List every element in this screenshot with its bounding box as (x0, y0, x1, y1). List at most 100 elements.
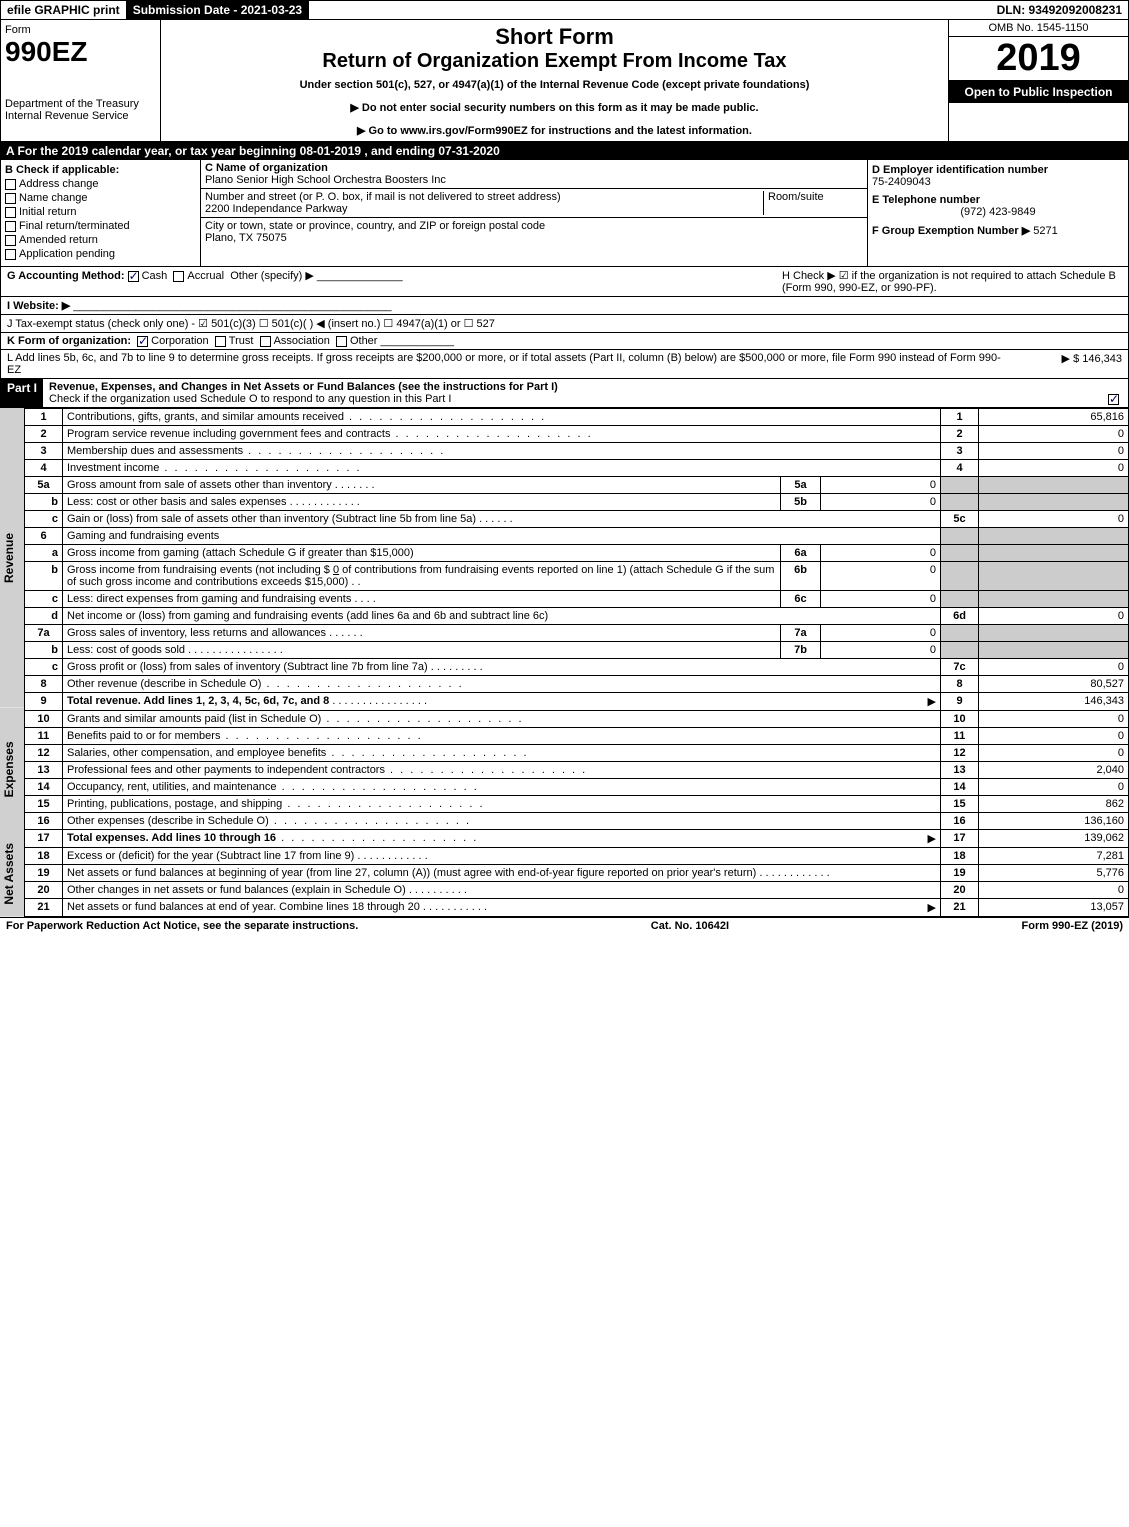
header-right: OMB No. 1545-1150 2019 Open to Public In… (948, 20, 1128, 141)
notice-ssn: ▶ Do not enter social security numbers o… (165, 101, 944, 114)
line-8: 8Other revenue (describe in Schedule O)8… (25, 676, 1129, 693)
section-b: B Check if applicable: Address change Na… (1, 160, 201, 266)
footer: For Paperwork Reduction Act Notice, see … (0, 917, 1129, 934)
line-9: 9Total revenue. Add lines 1, 2, 3, 4, 5c… (25, 693, 1129, 711)
lines-table: 1Contributions, gifts, grants, and simil… (24, 408, 1129, 917)
c-city: City or town, state or province, country… (201, 218, 867, 246)
omb-number: OMB No. 1545-1150 (949, 20, 1128, 37)
section-j: J Tax-exempt status (check only one) - ☑… (0, 315, 1129, 333)
form-word: Form (5, 24, 156, 36)
g-other: Other (specify) ▶ (230, 270, 314, 282)
line-11: 11Benefits paid to or for members110 (25, 728, 1129, 745)
line-6d: dNet income or (loss) from gaming and fu… (25, 608, 1129, 625)
l-amount: ▶ $ 146,343 (1002, 352, 1122, 376)
efile-label[interactable]: efile GRAPHIC print (1, 1, 127, 19)
line-18: 18Excess or (deficit) for the year (Subt… (25, 848, 1129, 865)
b-title: B Check if applicable: (5, 164, 196, 176)
chk-schedule-o[interactable] (1108, 394, 1119, 405)
line-6: 6Gaming and fundraising events (25, 528, 1129, 545)
line-7a: 7aGross sales of inventory, less returns… (25, 625, 1129, 642)
line-4: 4Investment income40 (25, 460, 1129, 477)
line-12: 12Salaries, other compensation, and empl… (25, 745, 1129, 762)
line-2: 2Program service revenue including gover… (25, 426, 1129, 443)
line-20: 20Other changes in net assets or fund ba… (25, 882, 1129, 899)
line-5b: bLess: cost or other basis and sales exp… (25, 494, 1129, 511)
chk-final-return[interactable]: Final return/terminated (5, 220, 196, 232)
org-name: Plano Senior High School Orchestra Boost… (205, 174, 863, 186)
period-row: A For the 2019 calendar year, or tax yea… (0, 142, 1129, 160)
section-h: H Check ▶ ☑ if the organization is not r… (782, 269, 1122, 294)
group-label: F Group Exemption Number ▶ (872, 225, 1030, 237)
chk-cash[interactable] (128, 271, 139, 282)
line-16: 16Other expenses (describe in Schedule O… (25, 813, 1129, 830)
section-k: K Form of organization: Corporation Trus… (0, 333, 1129, 350)
line-1: 1Contributions, gifts, grants, and simil… (25, 409, 1129, 426)
part1-header: Part I Revenue, Expenses, and Changes in… (0, 379, 1129, 408)
ein-value: 75-2409043 (872, 176, 1124, 188)
form-ref: Form 990-EZ (2019) (1022, 920, 1123, 932)
line-5c: cGain or (loss) from sale of assets othe… (25, 511, 1129, 528)
line-5a: 5aGross amount from sale of assets other… (25, 477, 1129, 494)
ein-label: D Employer identification number (872, 164, 1124, 176)
section-l: L Add lines 5b, 6c, and 7b to line 9 to … (0, 350, 1129, 379)
room-label: Room/suite (763, 191, 863, 215)
form-number: 990EZ (5, 36, 156, 68)
section-c: C Name of organization Plano Senior High… (201, 160, 868, 266)
c-name: C Name of organization Plano Senior High… (201, 160, 867, 189)
website-label: I Website: ▶ (7, 300, 70, 312)
chk-association[interactable] (260, 336, 271, 347)
short-form-title: Short Form (165, 24, 944, 50)
section-g: G Accounting Method: Cash Accrual Other … (7, 269, 403, 294)
section-i: I Website: ▶ ___________________________… (0, 297, 1129, 315)
section-def: D Employer identification number 75-2409… (868, 160, 1128, 266)
line-14: 14Occupancy, rent, utilities, and mainte… (25, 779, 1129, 796)
line-10: 10Grants and similar amounts paid (list … (25, 711, 1129, 728)
chk-name-change[interactable]: Name change (5, 192, 196, 204)
part1-title: Revenue, Expenses, and Changes in Net As… (43, 379, 1128, 407)
chk-corporation[interactable] (137, 336, 148, 347)
chk-other-org[interactable] (336, 336, 347, 347)
line-13: 13Professional fees and other payments t… (25, 762, 1129, 779)
tax-year: 2019 (949, 37, 1128, 81)
cat-no: Cat. No. 10642I (651, 920, 729, 932)
phone-value: (972) 423-9849 (872, 206, 1124, 218)
open-public: Open to Public Inspection (949, 81, 1128, 103)
header-mid: Short Form Return of Organization Exempt… (161, 20, 948, 141)
line-7c: cGross profit or (loss) from sales of in… (25, 659, 1129, 676)
side-revenue: Revenue (0, 408, 24, 707)
submission-date: Submission Date - 2021-03-23 (127, 1, 309, 19)
phone-label: E Telephone number (872, 194, 1124, 206)
pra-notice: For Paperwork Reduction Act Notice, see … (6, 920, 358, 932)
d-ein: D Employer identification number 75-2409… (872, 164, 1124, 188)
part1-check-note: Check if the organization used Schedule … (49, 393, 451, 405)
dln: DLN: 93492092008231 (991, 1, 1128, 19)
under-section: Under section 501(c), 527, or 4947(a)(1)… (165, 79, 944, 91)
top-bar: efile GRAPHIC print Submission Date - 20… (0, 0, 1129, 20)
city-label: City or town, state or province, country… (205, 220, 863, 232)
line-6c: cLess: direct expenses from gaming and f… (25, 591, 1129, 608)
return-title: Return of Organization Exempt From Incom… (165, 50, 944, 73)
chk-application-pending[interactable]: Application pending (5, 248, 196, 260)
chk-amended-return[interactable]: Amended return (5, 234, 196, 246)
f-group: F Group Exemption Number ▶ 5271 (872, 224, 1124, 237)
section-gh: G Accounting Method: Cash Accrual Other … (0, 267, 1129, 297)
line-6b: bGross income from fundraising events (n… (25, 562, 1129, 591)
side-expenses: Expenses (0, 707, 24, 831)
info-block: B Check if applicable: Address change Na… (0, 160, 1129, 267)
line-3: 3Membership dues and assessments30 (25, 443, 1129, 460)
form-header: Form 990EZ Department of the Treasury In… (0, 20, 1129, 142)
l-text: L Add lines 5b, 6c, and 7b to line 9 to … (7, 352, 1002, 376)
notice-goto[interactable]: ▶ Go to www.irs.gov/Form990EZ for instru… (165, 124, 944, 137)
chk-initial-return[interactable]: Initial return (5, 206, 196, 218)
line-6a: aGross income from gaming (attach Schedu… (25, 545, 1129, 562)
part1-label: Part I (1, 379, 43, 407)
line-19: 19Net assets or fund balances at beginni… (25, 865, 1129, 882)
c-name-label: C Name of organization (205, 162, 863, 174)
street-value: 2200 Independance Parkway (205, 203, 763, 215)
k-label: K Form of organization: (7, 335, 131, 347)
chk-trust[interactable] (215, 336, 226, 347)
chk-accrual[interactable] (173, 271, 184, 282)
line-15: 15Printing, publications, postage, and s… (25, 796, 1129, 813)
street-label: Number and street (or P. O. box, if mail… (205, 191, 763, 203)
chk-address-change[interactable]: Address change (5, 178, 196, 190)
